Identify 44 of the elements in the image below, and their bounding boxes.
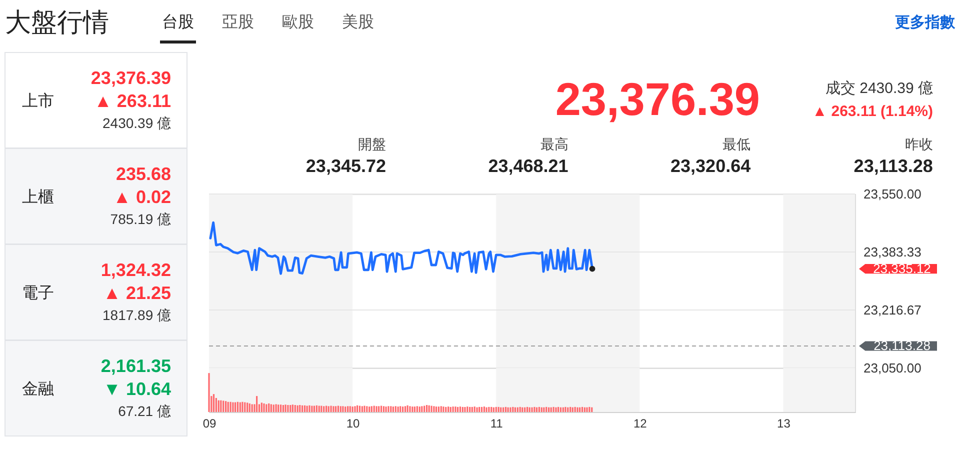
text: ▲ 0.02 bbox=[113, 187, 171, 207]
text: 785.19 億 bbox=[110, 211, 171, 227]
x-tick-label: 13 bbox=[777, 416, 791, 430]
text: ▲ 21.25 bbox=[103, 283, 171, 303]
text: ▲ 263.11 bbox=[94, 91, 171, 111]
y-tick-label: 23,550.00 bbox=[864, 186, 922, 202]
text: 昨收 bbox=[904, 136, 933, 152]
text: 成交 2430.39 億 bbox=[825, 80, 933, 97]
category-label: 電子 bbox=[22, 285, 54, 302]
text: 235.68 bbox=[116, 164, 171, 184]
text: 67.21 億 bbox=[118, 403, 171, 419]
y-tick-label: 23,216.67 bbox=[864, 302, 922, 318]
y-tick-label: 23,383.33 bbox=[864, 244, 922, 260]
text: ▼ 10.64 bbox=[103, 379, 171, 399]
text: 23,345.72 bbox=[306, 156, 386, 176]
text: 2430.39 億 bbox=[102, 115, 171, 131]
text: 最高 bbox=[540, 136, 568, 152]
text: 23,376.39 bbox=[555, 73, 760, 125]
text: 1817.89 億 bbox=[102, 307, 171, 323]
category-label: 美股 bbox=[342, 13, 374, 31]
text: 1,324.32 bbox=[100, 260, 171, 280]
category-label: 上櫃 bbox=[22, 188, 54, 206]
text: 開盤 bbox=[358, 136, 386, 152]
text: 23,468.21 bbox=[488, 156, 568, 176]
x-tick-label: 12 bbox=[633, 416, 648, 430]
text: 23,376.39 bbox=[90, 68, 171, 88]
ref-line-label: 23,113.28 bbox=[874, 338, 930, 353]
y-tick-label: 23,050.00 bbox=[864, 360, 922, 376]
text: 更多指數 bbox=[895, 14, 956, 31]
x-tick-label: 09 bbox=[202, 416, 216, 430]
category-label: 亞股 bbox=[222, 14, 254, 31]
text: 2,161.35 bbox=[100, 356, 171, 376]
category-label: 台股 bbox=[162, 13, 194, 31]
text: 23,113.28 bbox=[854, 156, 933, 176]
text: ▲ 263.11 (1.14%) bbox=[812, 103, 933, 120]
text: 23,320.64 bbox=[670, 156, 751, 176]
text: 大盤行情 bbox=[5, 7, 109, 37]
category-label: 歐股 bbox=[282, 14, 314, 31]
text: 23,335.12 bbox=[873, 260, 931, 276]
x-tick-label: 10 bbox=[346, 416, 360, 430]
x-tick-label: 11 bbox=[490, 416, 504, 430]
text: 最低 bbox=[722, 136, 751, 152]
category-label: 金融 bbox=[22, 380, 54, 398]
category-label: 上市 bbox=[22, 92, 54, 110]
